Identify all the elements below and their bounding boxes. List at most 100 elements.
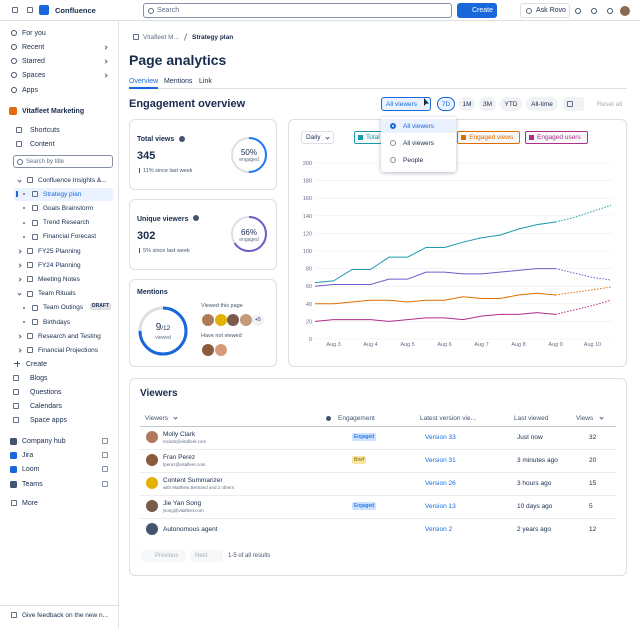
views: 12 bbox=[589, 525, 597, 533]
nav-item[interactable]: Apps bbox=[22, 86, 38, 94]
icon bbox=[11, 30, 17, 36]
range-pill[interactable] bbox=[500, 97, 522, 111]
nav-item[interactable]: Recent bbox=[22, 43, 45, 51]
space-item[interactable]: Blogs bbox=[30, 374, 48, 382]
column-header[interactable]: Views bbox=[576, 414, 594, 422]
search-box[interactable] bbox=[143, 3, 452, 18]
range-pill[interactable] bbox=[526, 97, 558, 111]
tree-item[interactable]: Team Outings bbox=[43, 304, 84, 312]
app-item[interactable]: Company hub bbox=[22, 437, 66, 445]
range-label[interactable]: 1M bbox=[462, 100, 472, 108]
tree-item[interactable]: FY25 Planning bbox=[38, 247, 81, 255]
range-pill[interactable] bbox=[437, 97, 455, 111]
version-link[interactable]: Version 26 bbox=[425, 479, 456, 487]
reset[interactable]: Reset all bbox=[597, 100, 623, 108]
icon bbox=[27, 276, 33, 283]
viewer-filter[interactable] bbox=[381, 97, 431, 111]
tree-item[interactable]: FY24 Planning bbox=[38, 261, 81, 269]
space-nav[interactable]: Content bbox=[30, 140, 55, 148]
app-item[interactable]: Teams bbox=[22, 480, 43, 488]
feedback[interactable]: Give feedback on the new n... bbox=[22, 611, 108, 619]
tree-item[interactable]: Research and Testing bbox=[38, 332, 101, 340]
icon bbox=[607, 7, 613, 14]
version-link[interactable]: Version 33 bbox=[425, 433, 456, 441]
column-header[interactable]: Engagement bbox=[338, 414, 375, 422]
tab[interactable]: Link bbox=[199, 77, 212, 85]
avatar bbox=[202, 344, 214, 356]
avatar bbox=[214, 344, 227, 356]
dropdown-item[interactable]: All viewers bbox=[403, 122, 435, 130]
tree-marker bbox=[16, 191, 18, 198]
y-tick-label: 200 bbox=[303, 161, 312, 167]
breadcrumb[interactable]: Vitafleet M... bbox=[143, 33, 180, 41]
ring-value bbox=[231, 216, 267, 252]
rovo-button[interactable] bbox=[520, 3, 570, 18]
range-pill[interactable] bbox=[479, 97, 496, 111]
legend-label: Engaged users bbox=[537, 134, 581, 141]
pager[interactable] bbox=[141, 550, 186, 562]
icon bbox=[526, 7, 532, 14]
viewer-name[interactable]: Molly Clark bbox=[163, 430, 196, 438]
column-header[interactable]: Viewers bbox=[145, 414, 169, 422]
tree-item[interactable]: Financial Projections bbox=[38, 346, 98, 354]
topbar-border bbox=[0, 20, 640, 21]
breadcrumb[interactable]: Strategy plan bbox=[192, 33, 234, 41]
viewer-name[interactable]: Fran Perez bbox=[163, 453, 196, 461]
interval-select[interactable] bbox=[301, 131, 334, 144]
section-title: Engagement overview bbox=[129, 98, 246, 110]
tree-item[interactable]: Birthdays bbox=[43, 318, 71, 326]
date-picker[interactable] bbox=[563, 97, 584, 111]
space-name[interactable]: Vitafleet Marketing bbox=[22, 107, 85, 115]
pager[interactable] bbox=[190, 550, 223, 562]
create-button[interactable] bbox=[457, 3, 497, 18]
app-name[interactable]: Confluence bbox=[55, 5, 96, 15]
series-line bbox=[315, 292, 556, 305]
column-header[interactable]: Latest version vie... bbox=[420, 414, 476, 422]
card bbox=[129, 199, 277, 270]
tree-item[interactable]: Strategy plan bbox=[43, 190, 82, 198]
views: 5 bbox=[589, 502, 593, 510]
range-pill[interactable] bbox=[459, 97, 475, 111]
space-item[interactable]: Space apps bbox=[30, 416, 67, 424]
viewer-name[interactable]: Content Summarizer bbox=[163, 476, 223, 484]
legend-label: Total bbox=[366, 134, 380, 141]
nav-item[interactable]: For you bbox=[22, 29, 46, 37]
version-link[interactable]: Version 13 bbox=[425, 502, 456, 510]
more[interactable]: More bbox=[22, 499, 38, 507]
tree-item[interactable]: Trend Research bbox=[43, 219, 90, 227]
dropdown-item[interactable]: All viewers bbox=[403, 139, 435, 147]
viewer-name[interactable]: Autonomous agent bbox=[163, 525, 218, 533]
space-nav[interactable]: Shortcuts bbox=[30, 126, 60, 134]
range-label[interactable]: 7D bbox=[441, 100, 451, 108]
search-title-box[interactable] bbox=[13, 155, 113, 168]
arrow bbox=[138, 168, 140, 173]
ring-caption: engaged bbox=[239, 156, 259, 163]
tree-item[interactable]: Meeting Notes bbox=[38, 275, 80, 283]
viewer-name[interactable]: Jie Yan Song bbox=[163, 499, 202, 507]
tree-item[interactable]: Financial Forecast bbox=[43, 233, 97, 241]
tab[interactable]: Mentions bbox=[164, 77, 193, 85]
x-tick-label: Aug 3 bbox=[326, 342, 340, 348]
tree-item[interactable]: Goals Brainstorm bbox=[43, 204, 94, 212]
nav-item[interactable]: Starred bbox=[22, 57, 45, 65]
app-item[interactable]: Loom bbox=[22, 465, 40, 473]
space-item[interactable]: Questions bbox=[30, 388, 62, 396]
legend-item[interactable] bbox=[525, 131, 588, 144]
tab[interactable]: Overview bbox=[129, 77, 159, 85]
column-header[interactable]: Last viewed bbox=[514, 414, 549, 422]
range-label[interactable]: YTD bbox=[504, 100, 518, 108]
nav-item[interactable]: Spaces bbox=[22, 71, 46, 79]
avatar bbox=[214, 314, 227, 326]
version-link[interactable]: Version 31 bbox=[425, 456, 456, 464]
range-label[interactable]: All-time bbox=[531, 100, 553, 108]
dropdown-item[interactable]: People bbox=[403, 156, 424, 164]
app-item[interactable]: Jira bbox=[22, 451, 34, 459]
version-link[interactable]: Version 2 bbox=[425, 525, 453, 533]
space-item[interactable]: Calendars bbox=[30, 402, 62, 410]
tree-create[interactable]: Create bbox=[26, 360, 48, 368]
range-label[interactable]: 3M bbox=[482, 100, 493, 108]
legend-item[interactable] bbox=[457, 131, 520, 144]
tree-item[interactable]: Team Rituals bbox=[38, 290, 76, 298]
logo[interactable] bbox=[39, 5, 49, 15]
tree-item[interactable]: Confluence Insights &... bbox=[38, 176, 107, 184]
